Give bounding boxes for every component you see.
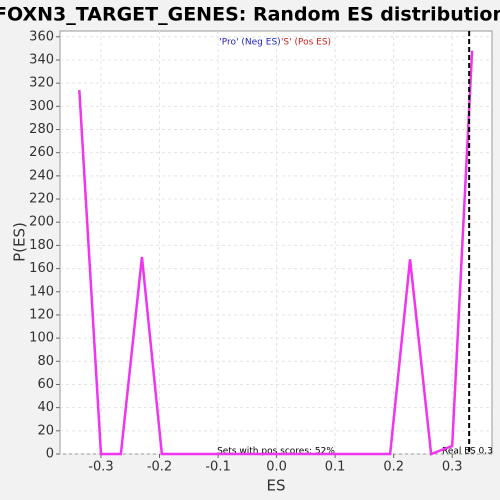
real-es-label: Real ES 0.3 (442, 447, 493, 457)
x-tick-label: -0.1 (205, 460, 230, 475)
y-tick-label: 160 (29, 261, 54, 276)
y-tick-label: 300 (29, 99, 54, 114)
y-tick-label: 320 (29, 76, 54, 91)
y-tick-label: 120 (29, 307, 54, 322)
y-tick-label: 260 (29, 145, 54, 160)
y-tick-label: 80 (37, 354, 54, 369)
x-tick-label: 0.2 (383, 460, 404, 475)
chart-title: FOXN3_TARGET_GENES: Random ES distributi… (0, 4, 500, 26)
legend-neg: 'Pro' (Neg ES) (219, 38, 280, 48)
y-tick-label: 240 (29, 168, 54, 183)
legend-pos: 'S' (Pos ES) (281, 38, 331, 48)
y-tick-label: 360 (29, 29, 54, 44)
pos-scores-note: Sets with pos scores: 52% (217, 447, 335, 457)
y-tick-label: 0 (46, 447, 54, 462)
y-tick-label: 60 (37, 377, 54, 392)
y-tick-label: 140 (29, 284, 54, 299)
y-tick-label: 200 (29, 215, 54, 230)
plot-area (59, 30, 493, 455)
x-tick-label: 0.3 (442, 460, 463, 475)
y-axis-label: P(ES) (11, 222, 29, 262)
y-tick-label: 280 (29, 122, 54, 137)
x-tick-label: 0.0 (266, 460, 287, 475)
x-axis-label: ES (267, 477, 286, 495)
y-tick-label: 20 (37, 423, 54, 438)
data-line (78, 50, 474, 456)
y-tick-label: 40 (37, 400, 54, 415)
x-tick-label: -0.2 (147, 460, 172, 475)
x-tick-label: -0.3 (88, 460, 113, 475)
y-tick-label: 100 (29, 331, 54, 346)
y-tick-label: 220 (29, 192, 54, 207)
x-tick-label: 0.1 (325, 460, 346, 475)
y-tick-label: 340 (29, 52, 54, 67)
y-tick-label: 180 (29, 238, 54, 253)
